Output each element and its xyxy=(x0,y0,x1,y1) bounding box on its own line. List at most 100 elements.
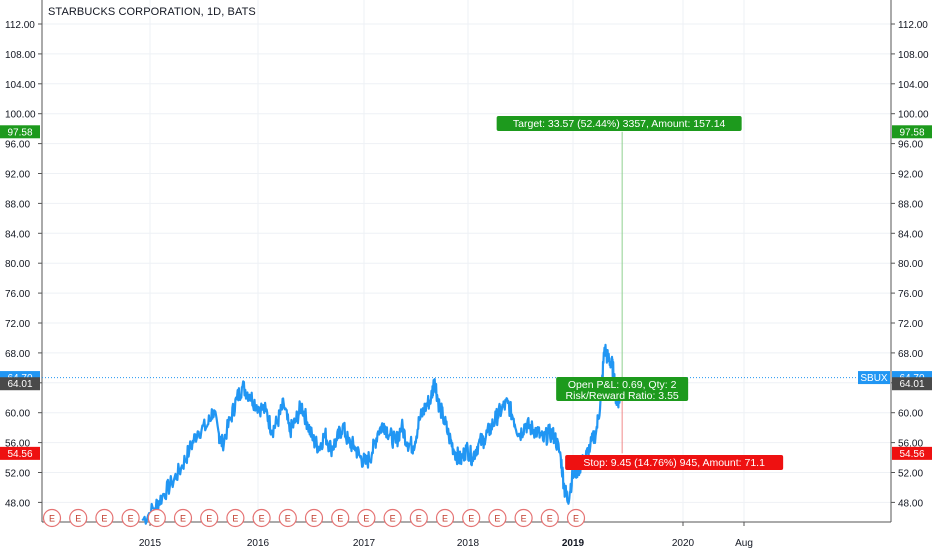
y-tick-label-right: 100.00 xyxy=(898,110,929,121)
earnings-marker-label: E xyxy=(154,514,160,524)
y-tick-label-left: 84.00 xyxy=(5,229,30,240)
y-tick-label-left: 108.00 xyxy=(5,50,36,61)
y-tick-label-right: 60.00 xyxy=(898,409,923,420)
y-tick-label-left: 56.00 xyxy=(5,439,30,450)
price-tag-entry-left-bg xyxy=(0,377,40,391)
earnings-marker[interactable] xyxy=(331,508,350,528)
symbol-tag: SBUX xyxy=(860,373,888,384)
price-tag-stop-left: 54.56 xyxy=(7,449,32,460)
y-tick-label-right: 108.00 xyxy=(898,50,929,61)
earnings-marker[interactable] xyxy=(226,508,245,528)
earnings-marker[interactable] xyxy=(200,508,219,528)
y-tick-label-left: 112.00 xyxy=(5,20,35,31)
earnings-marker-label: E xyxy=(206,514,212,524)
earnings-marker-label: E xyxy=(547,514,553,524)
earnings-marker[interactable] xyxy=(540,508,559,528)
y-tick-label-right: 80.00 xyxy=(898,259,923,270)
y-tick-label-left: 52.00 xyxy=(5,469,30,480)
earnings-marker[interactable] xyxy=(383,508,402,528)
price-tag-stop-right-bg xyxy=(892,446,932,460)
y-tick-label-right: 56.00 xyxy=(898,439,923,450)
pnl-label-text: Risk/Reward Ratio: 3.55 xyxy=(566,390,679,402)
y-tick-label-left: 100.00 xyxy=(5,110,36,121)
y-tick-label-right: 52.00 xyxy=(898,469,923,480)
earnings-marker[interactable] xyxy=(357,508,376,528)
earnings-marker[interactable] xyxy=(252,508,271,528)
y-tick-label-left: 68.00 xyxy=(5,349,30,360)
earnings-marker-label: E xyxy=(49,514,55,524)
x-tick-label: 2017 xyxy=(353,538,376,549)
earnings-marker-label: E xyxy=(494,514,500,524)
y-tick-label-right: 48.00 xyxy=(898,498,923,509)
y-tick-label-left: 104.00 xyxy=(5,80,36,91)
y-tick-label-left: 60.00 xyxy=(5,409,30,420)
price-tag-stop-right: 54.56 xyxy=(899,449,924,460)
earnings-marker-label: E xyxy=(468,514,474,524)
earnings-marker[interactable] xyxy=(42,508,62,528)
earnings-marker-label: E xyxy=(285,514,291,524)
earnings-marker-label: E xyxy=(390,514,396,524)
earnings-marker-label: E xyxy=(363,514,369,524)
y-tick-label-right: 72.00 xyxy=(898,319,923,330)
target-label-box[interactable] xyxy=(496,116,742,131)
earnings-marker-label: E xyxy=(259,514,265,524)
x-tick-label: 2018 xyxy=(457,538,480,549)
earnings-marker[interactable] xyxy=(95,508,114,528)
price-tag-target-left-bg xyxy=(0,125,40,139)
y-tick-label-left: 96.00 xyxy=(5,140,30,151)
y-tick-label-right: 88.00 xyxy=(898,199,923,210)
earnings-marker[interactable] xyxy=(566,508,586,528)
x-tick-label: 2019 xyxy=(562,538,585,549)
earnings-marker[interactable] xyxy=(409,508,428,528)
earnings-marker[interactable] xyxy=(462,508,481,528)
price-tag-entry-left: 64.01 xyxy=(7,379,32,390)
earnings-marker-label: E xyxy=(337,514,343,524)
earnings-marker-label: E xyxy=(232,514,238,524)
symbol-tag-bg xyxy=(858,371,890,385)
earnings-marker-label: E xyxy=(180,514,186,524)
earnings-marker[interactable] xyxy=(278,508,297,528)
stop-label-box[interactable] xyxy=(565,455,784,470)
y-tick-label-left: 76.00 xyxy=(5,289,30,300)
earnings-marker[interactable] xyxy=(514,508,533,528)
y-tick-label-right: 96.00 xyxy=(898,140,923,151)
x-tick-label: 2020 xyxy=(672,538,695,549)
price-tag-target-right: 97.58 xyxy=(899,127,924,138)
earnings-marker[interactable] xyxy=(121,508,140,528)
y-tick-label-left: 48.00 xyxy=(5,498,30,509)
y-tick-label-left: 72.00 xyxy=(5,319,30,330)
y-tick-label-right: 112.00 xyxy=(898,20,928,31)
earnings-marker[interactable] xyxy=(435,508,455,528)
y-tick-label-right: 104.00 xyxy=(898,80,929,91)
x-tick-label: Aug xyxy=(735,538,753,549)
earnings-marker-label: E xyxy=(311,514,317,524)
price-tag-stop-left-bg xyxy=(0,446,40,460)
chart-title: STARBUCKS CORPORATION, 1D, BATS xyxy=(48,6,256,18)
x-tick-label: 2015 xyxy=(139,538,162,549)
pnl-label-box[interactable] xyxy=(556,377,689,401)
price-tag-target-left: 97.58 xyxy=(7,127,32,138)
earnings-marker[interactable] xyxy=(304,508,324,528)
earnings-marker-label: E xyxy=(101,514,107,524)
y-tick-label-right: 92.00 xyxy=(898,170,923,181)
earnings-marker[interactable] xyxy=(147,508,166,528)
x-tick-label: 2016 xyxy=(247,538,270,549)
earnings-marker-label: E xyxy=(128,514,134,524)
earnings-marker-label: E xyxy=(442,514,448,524)
stop-label-text: Stop: 9.45 (14.76%) 945, Amount: 71.1 xyxy=(583,457,765,469)
pnl-label-text: Open P&L: 0.69, Qty: 2 xyxy=(568,379,677,391)
y-tick-label-left: 80.00 xyxy=(5,259,30,270)
plot-area xyxy=(42,0,891,522)
price-series-line[interactable] xyxy=(141,343,621,525)
y-tick-label-left: 92.00 xyxy=(5,170,30,181)
y-tick-label-right: 84.00 xyxy=(898,229,923,240)
y-tick-label-left: 88.00 xyxy=(5,199,30,210)
earnings-marker-label: E xyxy=(573,514,579,524)
earnings-marker[interactable] xyxy=(173,508,193,528)
target-label-text: Target: 33.57 (52.44%) 3357, Amount: 157… xyxy=(513,118,726,130)
price-tag-entry-right-bg xyxy=(892,377,932,391)
price-tag-target-right-bg xyxy=(892,125,932,139)
earnings-marker[interactable] xyxy=(488,508,507,528)
earnings-marker[interactable] xyxy=(69,508,88,528)
